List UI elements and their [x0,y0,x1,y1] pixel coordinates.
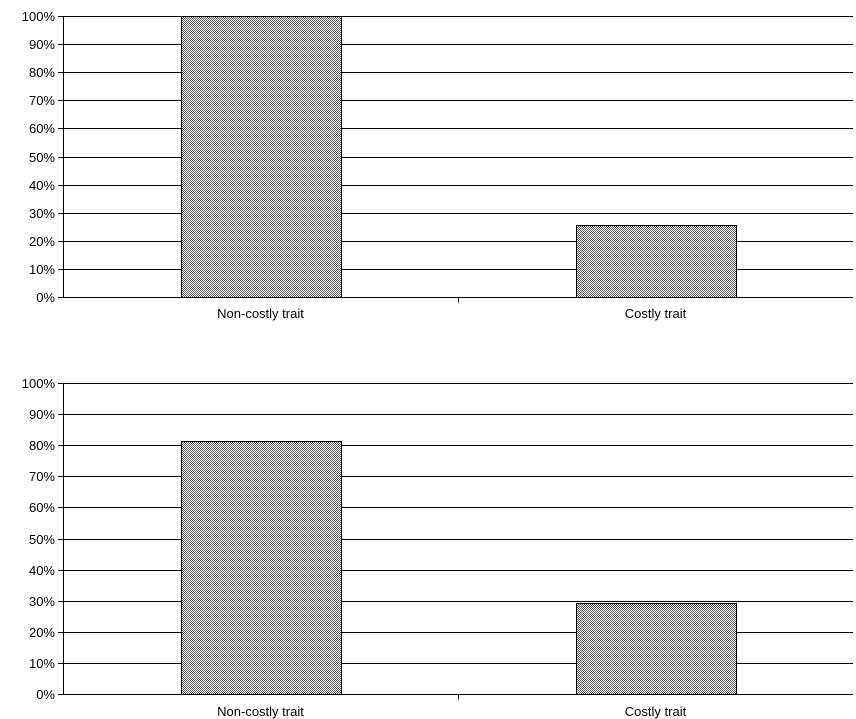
y-tick-label: 40% [29,178,55,193]
x-category-label: Costly trait [625,704,687,719]
y-tick-label: 50% [29,532,55,547]
y-tick-label: 30% [29,206,55,221]
y-tick-label: 0% [36,687,55,702]
y-tick-label: 0% [36,290,55,305]
y-tick-label: 70% [29,93,55,108]
bar-non-costly [181,441,342,695]
bar-costly [576,603,737,695]
y-tick-label: 90% [29,407,55,422]
y-tick-label: 20% [29,234,55,249]
chart-bottom: 0% 10% 20% 30% 40% 50% 60% 70% 80% 90% 100% Non-cos… [22,376,853,719]
y-tick-label: 40% [29,563,55,578]
y-tick-label: 90% [29,37,55,52]
chart-top: 0% 10% 20% 30% 40% 50% 60% 70% 80% 90% 100% Non-cos… [22,9,853,321]
y-tick-label: 30% [29,594,55,609]
y-tick-label: 60% [29,121,55,136]
y-tick-label: 10% [29,656,55,671]
y-tick-label: 10% [29,262,55,277]
x-category-label: Costly trait [625,306,687,321]
x-category-label: Non-costly trait [217,306,304,321]
y-tick-label: 80% [29,438,55,453]
x-category-label: Non-costly trait [217,704,304,719]
bar-non-costly [181,16,342,298]
y-tick-label: 20% [29,625,55,640]
y-tick-label: 60% [29,500,55,515]
y-tick-label: 70% [29,469,55,484]
y-tick-label: 100% [22,9,56,24]
y-tick-label: 80% [29,65,55,80]
bar-costly [576,225,737,298]
y-tick-label: 50% [29,150,55,165]
y-tick-label: 100% [22,376,56,391]
